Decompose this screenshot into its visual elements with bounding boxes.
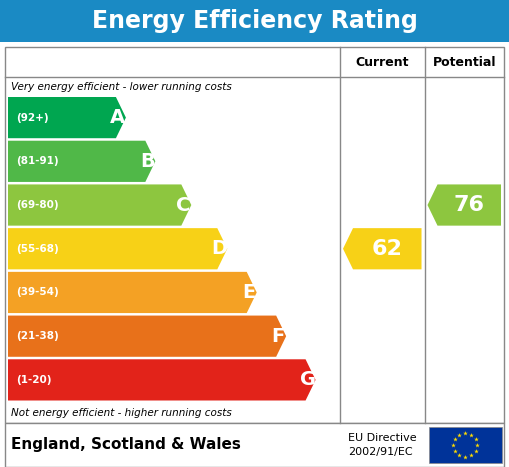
Text: Potential: Potential (433, 56, 496, 69)
Text: Not energy efficient - higher running costs: Not energy efficient - higher running co… (11, 408, 232, 418)
Text: (92+): (92+) (16, 113, 49, 123)
Text: D: D (211, 239, 228, 258)
Text: England, Scotland & Wales: England, Scotland & Wales (11, 438, 241, 453)
Bar (5, 47, 504, 423)
Bar (5, 423, 504, 467)
Text: B: B (140, 152, 155, 171)
Polygon shape (8, 228, 228, 269)
Text: (69-80): (69-80) (16, 200, 59, 210)
Bar (429, 427, 502, 463)
Polygon shape (8, 141, 155, 182)
Polygon shape (8, 359, 316, 401)
Polygon shape (428, 184, 501, 226)
Text: E: E (242, 283, 256, 302)
Polygon shape (8, 316, 286, 357)
Text: Energy Efficiency Rating: Energy Efficiency Rating (92, 9, 417, 33)
Text: (1-20): (1-20) (16, 375, 51, 385)
Text: 62: 62 (372, 239, 403, 259)
Text: (81-91): (81-91) (16, 156, 59, 166)
Text: (39-54): (39-54) (16, 288, 59, 297)
Text: EU Directive: EU Directive (348, 433, 417, 443)
Polygon shape (343, 228, 421, 269)
Text: A: A (110, 108, 126, 127)
Polygon shape (8, 97, 126, 138)
Text: (55-68): (55-68) (16, 244, 59, 254)
Text: Current: Current (355, 56, 409, 69)
Polygon shape (8, 184, 191, 226)
Text: Very energy efficient - lower running costs: Very energy efficient - lower running co… (11, 82, 232, 92)
Bar (0, 0, 509, 42)
Text: F: F (271, 327, 285, 346)
Polygon shape (8, 272, 257, 313)
Text: C: C (176, 196, 190, 214)
Text: 76: 76 (454, 195, 485, 215)
Text: G: G (299, 370, 316, 389)
Text: (21-38): (21-38) (16, 331, 59, 341)
Text: 2002/91/EC: 2002/91/EC (348, 447, 413, 457)
